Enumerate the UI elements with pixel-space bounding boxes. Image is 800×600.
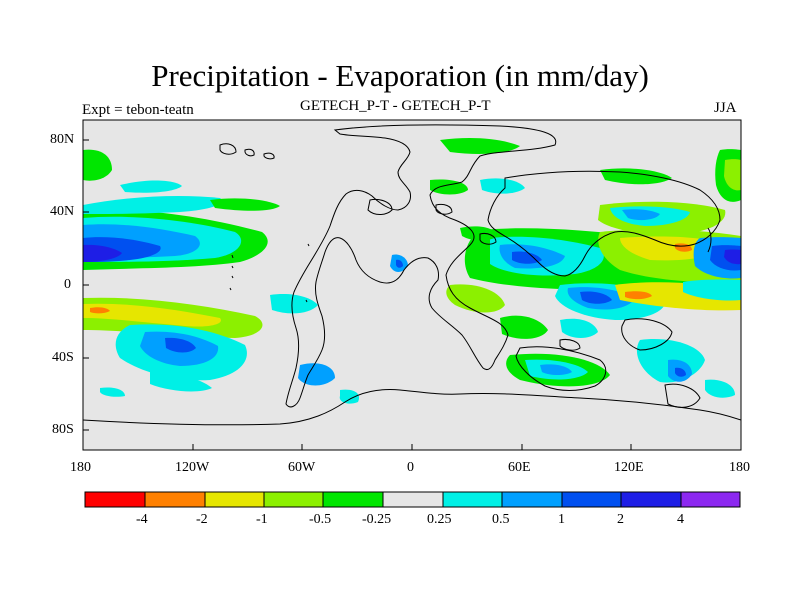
colorbar-swatch-10	[621, 492, 681, 507]
colorbar-label-4: -0.5	[309, 512, 332, 527]
lon-label-120w: 120W	[175, 460, 210, 475]
contour-orange-e-10s	[625, 291, 652, 300]
coastline-central-continent	[285, 124, 557, 408]
axis-ticks	[82, 139, 742, 450]
contour-green-w-35n	[210, 198, 280, 211]
contour-green-e-20n	[460, 226, 498, 241]
season-label: JJA	[714, 100, 737, 116]
colorbar-swatch-3	[205, 492, 264, 507]
contour-lightblue-e-30n	[622, 209, 660, 221]
lat-label-80n: 80N	[50, 132, 75, 147]
coastline-island-c2	[479, 233, 497, 245]
contour-cyan-w-60s	[100, 387, 125, 397]
colorbar-label-5: -0.25	[362, 512, 392, 527]
coastline-islet-n3	[263, 152, 275, 160]
contour-darkblue-e-edge	[724, 249, 741, 265]
lon-label-0: 0	[407, 460, 414, 475]
colorbar-label-9: 2	[617, 512, 624, 527]
colorbar-swatch-6	[383, 492, 443, 507]
contour-darkblue-w-trop	[83, 244, 122, 262]
contour-green-w-70n	[83, 149, 112, 181]
contour-cyan-c-s	[270, 294, 318, 314]
colorbar-swatch-11	[681, 492, 740, 507]
contour-cyan-w-40n	[120, 180, 182, 193]
coastline-antarctic	[83, 389, 741, 426]
contour-cyan-e-5s	[683, 279, 741, 301]
lon-label-60w: 60W	[288, 460, 316, 475]
lon-label-120e: 120E	[614, 460, 644, 475]
contour-lime-e-70n	[724, 159, 741, 191]
contour-cyan-e-20s	[560, 318, 598, 338]
colorbar-frame	[84, 491, 741, 508]
lon-label-180w: 180	[70, 460, 91, 475]
contour-blue-e-trop	[512, 251, 542, 264]
colorbar-swatch-1	[85, 492, 145, 507]
coastline-islet-n1	[219, 143, 237, 155]
colorbar-swatch-8	[502, 492, 562, 507]
lat-label-80s: 80S	[52, 422, 74, 437]
contour-yellow-w-s	[83, 303, 221, 327]
contour-lightblue-c-55s	[298, 363, 335, 386]
contour-blue-e-10s	[580, 291, 612, 304]
coastline-south-east-landmass	[515, 346, 607, 391]
contour-blue-w-sh	[165, 337, 196, 353]
contour-green-e-80n	[440, 138, 520, 154]
lat-label-40n: 40N	[50, 204, 75, 219]
experiment-label: Expt = tebon-teatn	[82, 102, 194, 118]
colorbar-label-8: 1	[558, 512, 565, 527]
contour-cyan-w-30n	[83, 196, 222, 214]
lat-label-40s: 40S	[52, 350, 74, 365]
colorbar-label-6: 0.25	[427, 512, 452, 527]
coastline-inland-lake	[367, 199, 393, 215]
coastline-island-e	[621, 318, 673, 351]
colorbar-swatch-4	[264, 492, 323, 507]
coastline-strip-e	[707, 227, 712, 253]
coastlines	[83, 124, 741, 426]
colorbar-swatch-7	[443, 492, 502, 507]
lon-label-180e: 180	[729, 460, 750, 475]
coastline-east-continent	[487, 170, 721, 277]
coastline-islet-n2	[244, 148, 255, 157]
contour-cyan-w-55s	[150, 372, 212, 392]
contour-green-e-20s	[500, 315, 548, 339]
coastline-dotted-islands	[229, 243, 310, 303]
contour-lime-e-africa	[446, 284, 505, 313]
colorbar	[84, 491, 741, 508]
colorbar-swatch-2	[145, 492, 205, 507]
lon-label-60e: 60E	[508, 460, 531, 475]
colorbar-swatch-5	[323, 492, 383, 507]
colorbar-label-7: 0.5	[492, 512, 510, 527]
coastline-island-s1	[559, 339, 581, 351]
colorbar-label-2: -2	[196, 512, 208, 527]
contour-orange-w-s	[90, 307, 110, 314]
colorbar-label-10: 4	[677, 512, 684, 527]
contour-blue-e-au	[675, 367, 686, 377]
contour-blue-c-eq	[396, 259, 403, 268]
plot-title: Precipitation - Evaporation (in mm/day)	[151, 58, 649, 93]
contour-fields	[83, 138, 741, 404]
colorbar-label-3: -1	[256, 512, 268, 527]
coastline-island-c1	[435, 203, 453, 215]
lat-label-0: 0	[64, 277, 71, 292]
contour-lightblue-e-50s	[540, 364, 572, 375]
contour-cyan-c-60s	[339, 389, 360, 404]
contour-cyan-e-45n	[480, 178, 525, 194]
colorbar-swatch-9	[562, 492, 621, 507]
dataset-label: GETECH_P-T - GETECH_P-T	[300, 98, 491, 114]
contour-cyan-e-60s	[705, 379, 735, 398]
colorbar-label-1: -4	[136, 512, 148, 527]
